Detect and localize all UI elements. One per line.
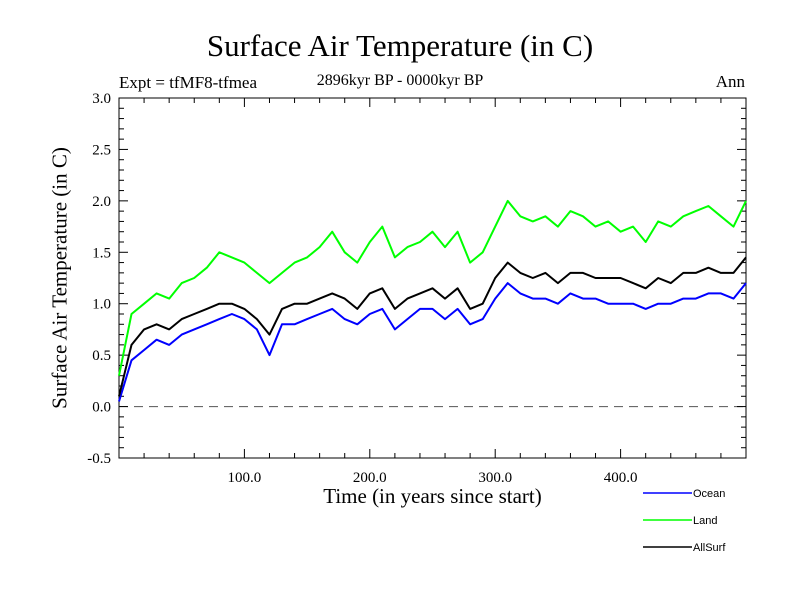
y-tick-label: 0.0: [92, 400, 111, 416]
x-tick-label: 300.0: [478, 470, 512, 486]
x-axis-label: Time (in years since start): [323, 484, 542, 508]
chart-title: Surface Air Temperature (in C): [206, 28, 594, 63]
y-tick-label: 1.0: [92, 297, 111, 313]
series-line-ocean: [118, 282, 747, 402]
experiment-label: Expt = tfMF8-tfmea: [119, 73, 258, 92]
series-line-land: [118, 199, 747, 376]
legend-label-land: Land: [693, 515, 717, 527]
x-tick-label: 200.0: [353, 470, 387, 486]
chart-subtitle: 2896kyr BP - 0000kyr BP: [316, 72, 484, 89]
x-tick-label: 100.0: [228, 470, 262, 486]
y-tick-label: 3.0: [92, 91, 111, 107]
y-tick-label: 2.5: [92, 142, 111, 158]
series-line-allsurf: [118, 256, 747, 397]
season-label: Ann: [715, 72, 745, 91]
legend-label-ocean: Ocean: [693, 488, 725, 500]
y-tick-label: 1.5: [92, 245, 111, 261]
y-tick-label: 2.0: [92, 194, 111, 210]
legend-label-allsurf: AllSurf: [693, 542, 726, 554]
y-tick-label: -0.5: [87, 451, 111, 467]
y-tick-label: 0.5: [92, 348, 111, 364]
plot-frame: [118, 97, 747, 459]
x-tick-label: 400.0: [604, 470, 638, 486]
